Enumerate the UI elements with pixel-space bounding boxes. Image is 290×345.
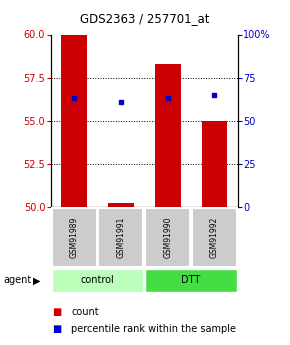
Bar <box>52 208 97 267</box>
Text: agent: agent <box>3 275 31 285</box>
Text: GSM91991: GSM91991 <box>116 217 125 258</box>
Text: GDS2363 / 257701_at: GDS2363 / 257701_at <box>80 12 210 26</box>
Text: ▶: ▶ <box>33 275 41 285</box>
Bar <box>98 208 143 267</box>
Bar <box>52 269 143 292</box>
Text: GSM91989: GSM91989 <box>70 217 79 258</box>
Bar <box>108 203 134 207</box>
Text: control: control <box>81 275 114 285</box>
Text: percentile rank within the sample: percentile rank within the sample <box>71 325 236 334</box>
Text: count: count <box>71 307 99 317</box>
Text: DTT: DTT <box>182 275 201 285</box>
Text: GSM91990: GSM91990 <box>163 216 172 258</box>
Bar <box>145 208 190 267</box>
Bar <box>61 34 87 207</box>
Bar <box>155 64 180 207</box>
Bar <box>202 121 227 207</box>
Bar <box>192 208 237 267</box>
Text: ■: ■ <box>52 307 61 317</box>
Text: GSM91992: GSM91992 <box>210 217 219 258</box>
Text: ■: ■ <box>52 325 61 334</box>
Bar <box>145 269 237 292</box>
